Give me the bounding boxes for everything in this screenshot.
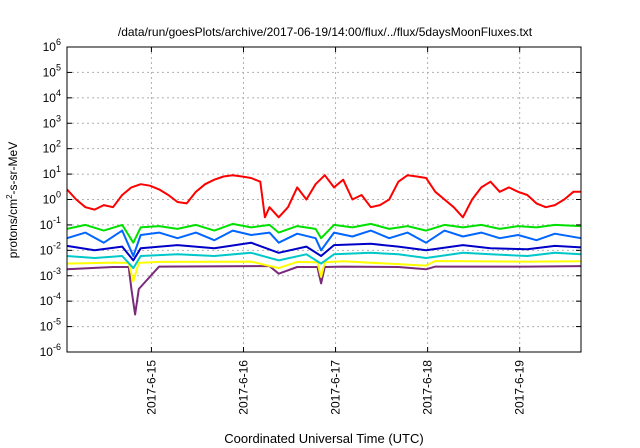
y-axis-label: protons/cm2-s-sr-MeV — [5, 142, 20, 258]
y-tick-label: 10-6 — [40, 342, 61, 359]
y-axis-label-suffix: -s-sr-MeV — [6, 142, 20, 195]
x-tick-label: 2017-6-16 — [236, 360, 250, 415]
y-tick-label: 10-5 — [40, 317, 61, 334]
y-tick-label-exponent: 4 — [56, 88, 61, 98]
y-tick-label: 102 — [43, 139, 61, 156]
x-tick-label: 2017-6-18 — [421, 360, 435, 415]
y-tick-label-base: 10 — [43, 65, 57, 79]
y-tick-label: 104 — [43, 88, 61, 105]
y-tick-label: 10-3 — [40, 266, 61, 283]
y-tick-label-base: 10 — [40, 294, 54, 308]
series-line — [66, 229, 582, 257]
x-axis: 2017-6-15 2017-6-16 2017-6-17 2017-6-18 2017… — [144, 47, 527, 415]
y-tick-label-base: 10 — [43, 167, 57, 181]
y-tick-label-exponent: -5 — [53, 317, 61, 327]
chart-title: /data/run/goesPlots/archive/2017-06-19/1… — [118, 25, 533, 39]
series-line — [66, 265, 582, 316]
y-tick-label-exponent: 5 — [56, 62, 61, 72]
y-tick-label: 103 — [43, 113, 61, 130]
y-tick-label-exponent: 1 — [56, 164, 61, 174]
y-tick-label-exponent: 6 — [56, 37, 61, 47]
y-tick-label: 105 — [43, 62, 61, 79]
y-tick-label-base: 10 — [43, 40, 57, 54]
y-tick-label-exponent: -2 — [53, 240, 61, 250]
y-tick-label-exponent: 3 — [56, 113, 61, 123]
y-tick-label-base: 10 — [40, 320, 54, 334]
y-axis-label-prefix: protons/cm — [6, 199, 20, 258]
series-line — [66, 241, 582, 262]
y-tick-label-exponent: -6 — [53, 342, 61, 352]
y-axis: 10-610-510-410-310-210-11001011021031041… — [40, 37, 581, 359]
series-line — [66, 260, 582, 283]
y-tick-label-base: 10 — [40, 218, 54, 232]
y-tick-label-base: 10 — [43, 91, 57, 105]
series-line — [66, 222, 582, 244]
grid — [67, 47, 581, 352]
y-tick-label-base: 10 — [40, 269, 54, 283]
y-tick-label-exponent: -4 — [53, 291, 61, 301]
y-tick-label-base: 10 — [40, 345, 54, 359]
y-tick-label: 10-4 — [40, 291, 61, 308]
y-tick-label: 10-2 — [40, 240, 61, 257]
x-axis-label: Coordinated Universal Time (UTC) — [224, 431, 423, 446]
y-tick-label-base: 10 — [43, 142, 57, 156]
y-tick-label: 10-1 — [40, 215, 61, 232]
x-tick-label: 2017-6-19 — [513, 360, 527, 415]
y-tick-label-base: 10 — [43, 193, 57, 207]
series-line — [66, 174, 581, 219]
x-tick-label: 2017-6-17 — [329, 360, 343, 415]
y-tick-label-exponent: 2 — [56, 139, 61, 149]
x-tick-label: 2017-6-15 — [144, 360, 158, 415]
y-tick-label: 101 — [43, 164, 61, 181]
y-tick-label-base: 10 — [43, 116, 57, 130]
y-tick-label-base: 10 — [40, 243, 54, 257]
y-tick-label-exponent: 0 — [56, 190, 61, 200]
y-tick-label-exponent: -1 — [53, 215, 61, 225]
y-tick-label: 100 — [43, 190, 61, 207]
y-axis-label-sup: 2 — [5, 194, 14, 199]
plot-area — [66, 174, 582, 316]
y-tick-label: 106 — [43, 37, 61, 54]
series-line — [66, 251, 582, 270]
y-tick-label-exponent: -3 — [53, 266, 61, 276]
